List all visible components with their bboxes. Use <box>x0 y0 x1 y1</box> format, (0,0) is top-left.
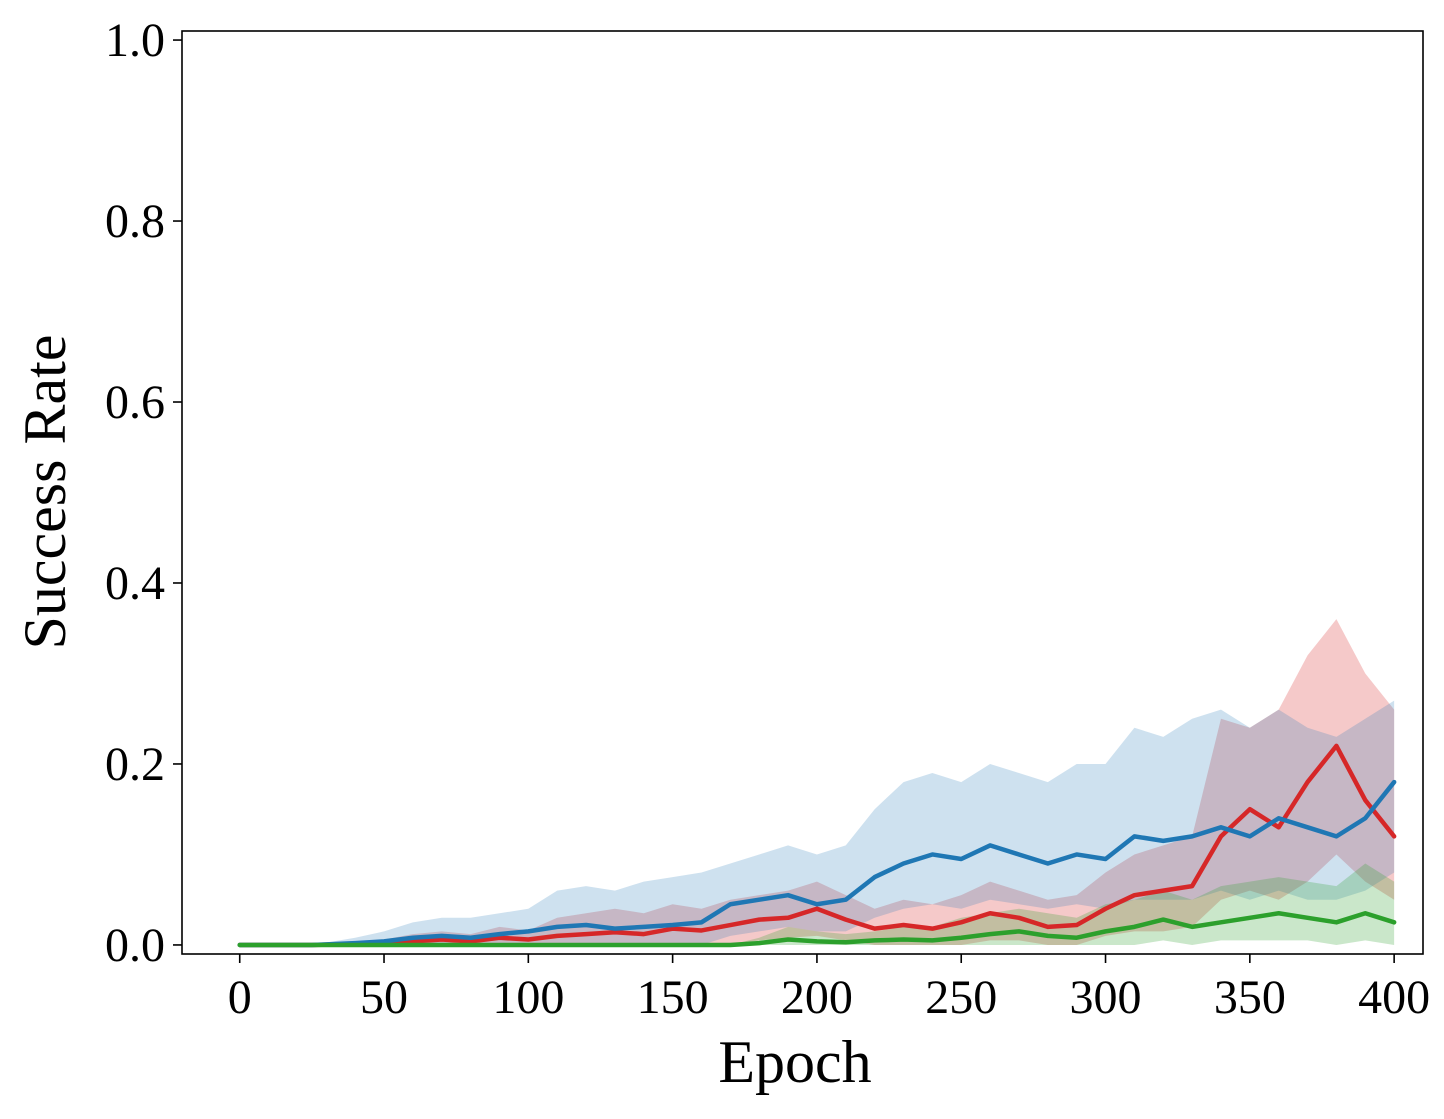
series-2-line <box>237 911 1397 948</box>
series-0-line <box>237 743 1397 948</box>
series-2-band <box>239 863 1395 945</box>
y-tick-label: 0.8 <box>105 195 165 248</box>
series-1-band <box>239 700 1395 945</box>
plot-frame <box>181 30 1424 955</box>
x-tick-label: 200 <box>781 971 853 1024</box>
x-tick-label: 350 <box>1214 971 1286 1024</box>
series-1-line <box>237 779 1397 948</box>
x-axis-label: Epoch <box>718 1029 871 1095</box>
x-tick-label: 400 <box>1358 971 1430 1024</box>
x-tick-label: 250 <box>925 971 997 1024</box>
plot-area <box>181 30 1424 955</box>
x-tick-label: 100 <box>492 971 564 1024</box>
y-tick-label: 1.0 <box>105 14 165 67</box>
x-tick-label: 300 <box>1070 971 1142 1024</box>
x-tick-label: 50 <box>360 971 408 1024</box>
y-tick-label: 0.2 <box>105 738 165 791</box>
x-tick-label: 150 <box>637 971 709 1024</box>
x-axis-ticks: 0 50 100 150 200 250 300 350 400 <box>228 954 1430 1024</box>
y-tick-label: 0.6 <box>105 376 165 429</box>
series-layer <box>237 619 1397 948</box>
y-axis-ticks: 0.0 0.2 0.4 0.6 0.8 1.0 <box>105 14 182 972</box>
y-tick-label: 0.0 <box>105 919 165 972</box>
x-tick-label: 0 <box>228 971 252 1024</box>
y-axis-label: Success Rate <box>12 335 78 650</box>
y-tick-label: 0.4 <box>105 557 165 610</box>
